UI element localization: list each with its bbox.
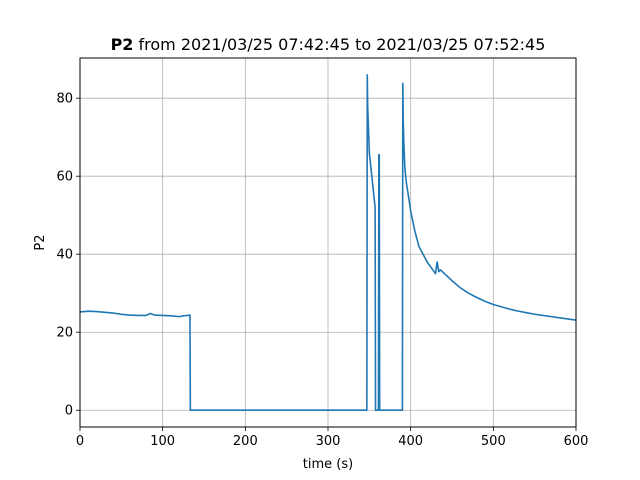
series-line [79, 73, 577, 412]
x-tick-label: 400 [398, 434, 423, 449]
y-tick-label: 20 [56, 326, 73, 341]
chart-title: P2 from 2021/03/25 07:42:45 to 2021/03/2… [111, 35, 546, 54]
x-axis-label: time (s) [303, 457, 353, 472]
x-tick-label: 200 [233, 434, 258, 449]
x-tick-label: 0 [76, 434, 84, 449]
grid [79, 58, 577, 427]
y-tick-label: 0 [65, 404, 73, 419]
y-axis-label: P2 [33, 234, 48, 250]
title-time-range: from 2021/03/25 07:42:45 to 2021/03/25 0… [133, 35, 545, 54]
y-tick-label: 80 [56, 92, 73, 107]
y-tick-label: 40 [56, 248, 73, 263]
series-layer [79, 73, 577, 412]
x-tick-label: 300 [316, 434, 341, 449]
x-tick-label: 500 [481, 434, 506, 449]
title-series-name: P2 [111, 35, 134, 54]
axis-ticks: 0 100 200 300 400 500 600 0 20 40 60 80 [56, 92, 588, 449]
x-tick-label: 600 [564, 434, 589, 449]
x-tick-label: 100 [150, 434, 175, 449]
y-tick-label: 60 [56, 170, 73, 185]
